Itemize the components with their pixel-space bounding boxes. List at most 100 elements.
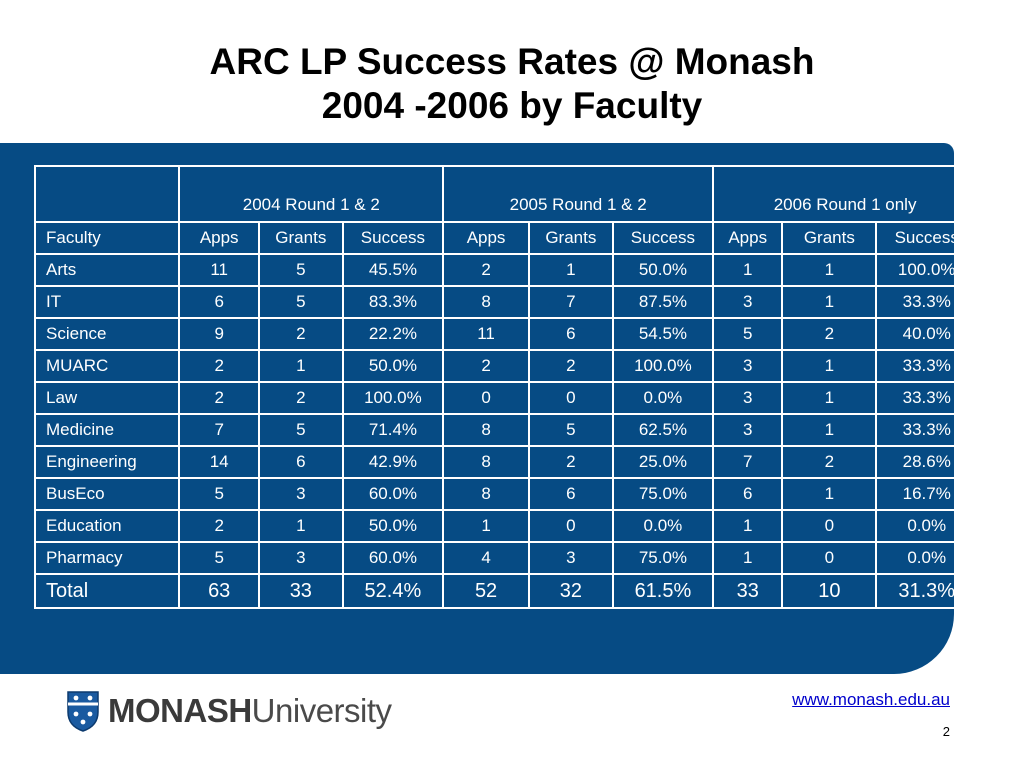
monash-logo: MONASHUniversity [66,690,406,734]
value-cell: 6 [257,445,344,479]
value-cell: Grants [527,221,614,255]
value-cell: 42.9% [341,445,445,479]
value-cell: 100.0% [341,381,445,415]
value-cell: 1 [257,349,344,383]
value-cell: 83.3% [341,285,445,319]
value-cell: 0 [527,509,614,543]
value-cell: 0 [442,381,530,415]
website-link[interactable]: www.monash.edu.au [792,690,950,709]
value-cell: 40.0% [875,317,978,351]
value-cell: 3 [527,541,614,575]
faculty-cell: Education [33,509,181,543]
logo-wordmark: MONASHUniversity [108,692,392,730]
value-cell: 33 [257,573,344,609]
value-cell: 7 [712,445,784,479]
value-cell: 3 [712,413,784,447]
table-row: BusEco 5 3 60.0% 8 6 75.0% 6 1 16.7% [33,477,978,511]
value-cell: 2 [257,381,344,415]
value-cell: 0.0% [611,381,715,415]
title-line-2: 2004 -2006 by Faculty [321,85,703,126]
table-row: Education 2 1 50.0% 1 0 0.0% 1 0 0.0% [33,509,978,543]
value-cell: 22.2% [341,317,445,351]
slide-title: ARC LP Success Rates @ Monash 2004 -2006… [0,40,1024,128]
value-cell: 33.3% [875,349,978,383]
monash-crest-icon [67,691,99,732]
table-row: Arts 11 5 45.5% 2 1 50.0% 1 1 100.0% [33,253,978,287]
value-cell: 1 [781,413,878,447]
value-cell: Grants [257,221,344,255]
value-cell: 5 [712,317,784,351]
faculty-cell: MUARC [33,349,181,383]
value-cell: 8 [442,413,530,447]
value-cell: 3 [257,541,344,575]
value-cell: 11 [178,253,260,287]
page-number: 2 [942,724,950,739]
value-cell: 1 [781,285,878,319]
value-cell: 33.3% [875,413,978,447]
logo-text-regular: University [251,692,392,729]
value-cell: 50.0% [341,509,445,543]
value-cell: Apps [178,221,260,255]
value-cell: 11 [442,317,530,351]
value-cell: 3 [712,285,784,319]
value-cell: 1 [781,253,878,287]
table-group-header-row: 2004 Round 1 & 2 2005 Round 1 & 2 2006 R… [33,165,978,223]
value-cell: 62.5% [611,413,715,447]
value-cell: 2 [527,349,614,383]
value-cell: 2 [781,317,878,351]
value-cell: 0.0% [875,509,978,543]
value-cell: 33.3% [875,285,978,319]
blank-corner-cell [33,165,181,223]
group-header-2004: 2004 Round 1 & 2 [178,165,445,223]
value-cell: 1 [712,541,784,575]
table-row: Science 9 2 22.2% 11 6 54.5% 5 2 40.0% [33,317,978,351]
value-cell: 5 [178,477,260,511]
title-line-1: ARC LP Success Rates @ Monash [209,41,815,82]
value-cell: 3 [712,349,784,383]
table-row: IT 6 5 83.3% 8 7 87.5% 3 1 33.3% [33,285,978,319]
value-cell: Apps [712,221,784,255]
value-cell: 25.0% [611,445,715,479]
value-cell: 2 [178,509,260,543]
faculty-cell: Medicine [33,413,181,447]
faculty-cell: Engineering [33,445,181,479]
value-cell: 28.6% [875,445,978,479]
value-cell: 1 [442,509,530,543]
value-cell: 2 [178,381,260,415]
value-cell: Success [611,221,715,255]
value-cell: 1 [781,349,878,383]
value-cell: 60.0% [341,477,445,511]
table-header-row: Faculty Apps Grants Success Apps Grants Succes… [33,221,978,255]
value-cell: 6 [712,477,784,511]
value-cell: 1 [527,253,614,287]
value-cell: 5 [257,253,344,287]
value-cell: 0 [527,381,614,415]
value-cell: 7 [178,413,260,447]
value-cell: 33.3% [875,381,978,415]
value-cell: 16.7% [875,477,978,511]
value-cell: 71.4% [341,413,445,447]
value-cell: 0.0% [611,509,715,543]
faculty-cell: Pharmacy [33,541,181,575]
value-cell: 4 [442,541,530,575]
value-cell: Apps [442,221,530,255]
table-row: MUARC 2 1 50.0% 2 2 100.0% 3 1 33.3% [33,349,978,383]
value-cell: 52.4% [341,573,445,609]
value-cell: 2 [178,349,260,383]
value-cell: 54.5% [611,317,715,351]
value-cell: 9 [178,317,260,351]
faculty-cell: Faculty [33,221,181,255]
value-cell: Success [875,221,978,255]
value-cell: 5 [178,541,260,575]
faculty-cell: Science [33,317,181,351]
table-row: Pharmacy 5 3 60.0% 4 3 75.0% 1 0 0.0% [33,541,978,575]
value-cell: 0.0% [875,541,978,575]
value-cell: 10 [781,573,878,609]
value-cell: 2 [781,445,878,479]
faculty-cell: BusEco [33,477,181,511]
value-cell: 3 [712,381,784,415]
value-cell: 6 [178,285,260,319]
value-cell: 75.0% [611,477,715,511]
logo-text-bold: MONASH [108,692,252,729]
value-cell: 8 [442,445,530,479]
